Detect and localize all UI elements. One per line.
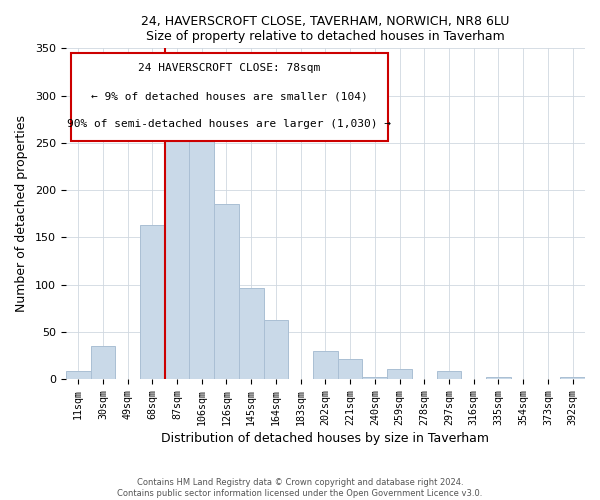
Bar xyxy=(140,225,164,380)
Bar xyxy=(190,130,214,380)
Text: 24 HAVERSCROFT CLOSE: 78sqm: 24 HAVERSCROFT CLOSE: 78sqm xyxy=(138,63,320,73)
Bar xyxy=(338,360,362,380)
Bar xyxy=(239,288,263,380)
FancyBboxPatch shape xyxy=(71,54,388,141)
Bar xyxy=(263,320,289,380)
X-axis label: Distribution of detached houses by size in Taverham: Distribution of detached houses by size … xyxy=(161,432,490,445)
Bar xyxy=(91,346,115,380)
Bar xyxy=(66,371,91,380)
Text: Contains HM Land Registry data © Crown copyright and database right 2024.
Contai: Contains HM Land Registry data © Crown c… xyxy=(118,478,482,498)
Bar xyxy=(437,371,461,380)
Bar xyxy=(362,378,387,380)
Text: 90% of semi-detached houses are larger (1,030) →: 90% of semi-detached houses are larger (… xyxy=(67,120,391,130)
Bar xyxy=(387,369,412,380)
Bar xyxy=(164,136,190,380)
Bar xyxy=(214,204,239,380)
Bar xyxy=(313,351,338,380)
Bar xyxy=(560,378,585,380)
Bar xyxy=(486,378,511,380)
Y-axis label: Number of detached properties: Number of detached properties xyxy=(15,116,28,312)
Text: ← 9% of detached houses are smaller (104): ← 9% of detached houses are smaller (104… xyxy=(91,92,368,102)
Title: 24, HAVERSCROFT CLOSE, TAVERHAM, NORWICH, NR8 6LU
Size of property relative to d: 24, HAVERSCROFT CLOSE, TAVERHAM, NORWICH… xyxy=(141,15,509,43)
